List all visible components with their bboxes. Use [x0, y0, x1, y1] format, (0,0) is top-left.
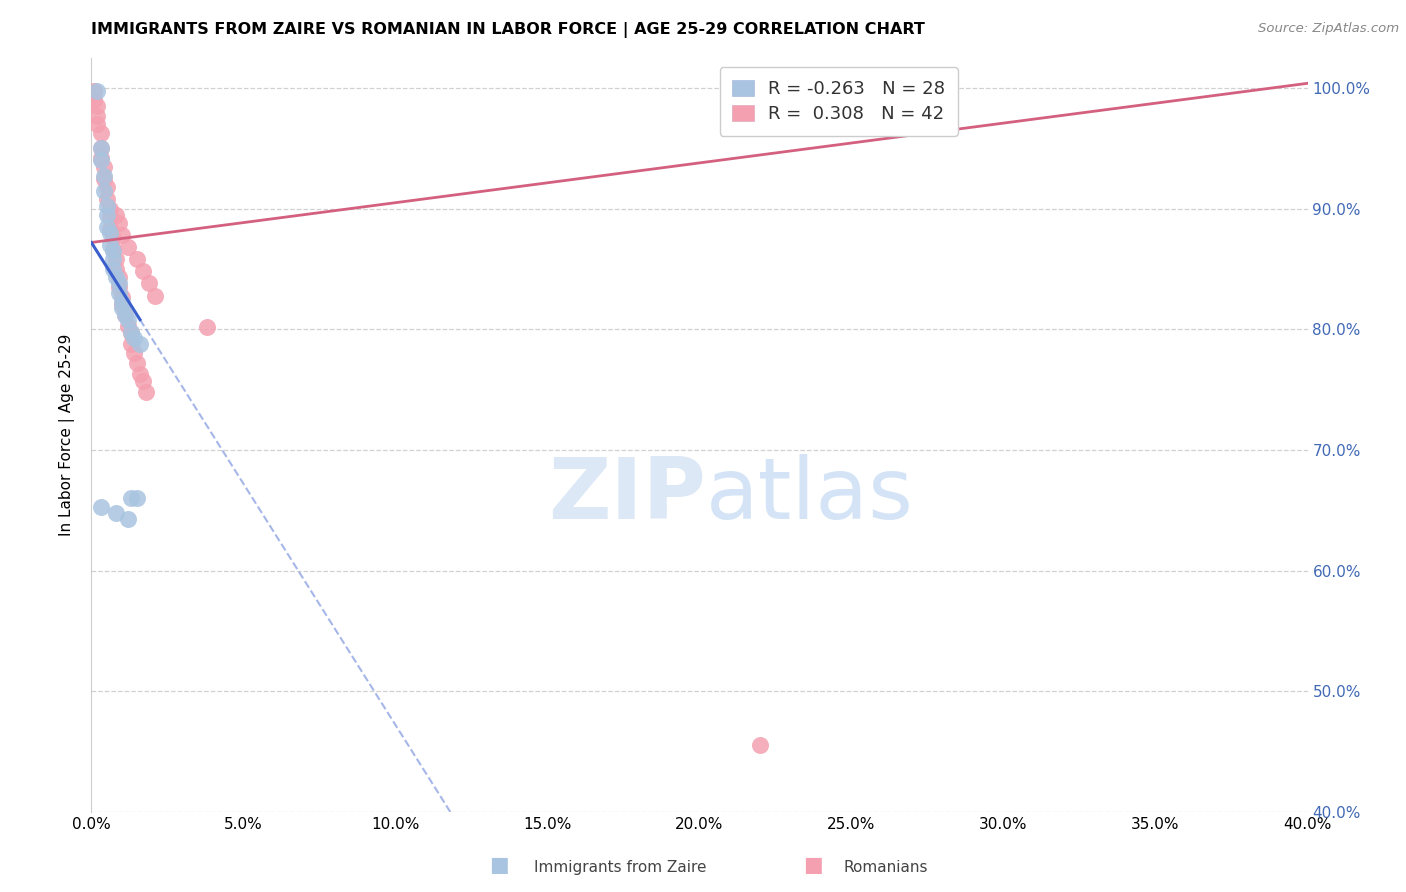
Text: Romanians: Romanians	[844, 860, 928, 874]
Point	[101, 242, 124, 256]
Point	[120, 336, 142, 351]
Point	[143, 288, 166, 302]
Point	[96, 219, 118, 234]
Point	[107, 277, 129, 291]
Point	[135, 385, 157, 400]
Point	[114, 308, 136, 322]
Point	[107, 216, 129, 230]
Text: ZIP: ZIP	[548, 454, 706, 537]
Text: Immigrants from Zaire: Immigrants from Zaire	[534, 860, 707, 874]
Point	[86, 109, 108, 123]
Point	[101, 230, 124, 244]
Point	[120, 491, 142, 505]
Point	[86, 84, 108, 98]
Point	[125, 252, 148, 267]
Point	[86, 99, 108, 113]
Y-axis label: In Labor Force | Age 25-29: In Labor Force | Age 25-29	[59, 334, 76, 536]
Point	[111, 301, 134, 315]
Point	[120, 325, 142, 339]
Point	[89, 500, 111, 514]
Point	[117, 318, 139, 333]
Point	[98, 202, 121, 216]
Point	[107, 280, 129, 294]
Point	[86, 117, 108, 131]
Point	[104, 208, 127, 222]
Point	[122, 346, 145, 360]
Point	[89, 141, 111, 155]
Point	[104, 262, 127, 277]
Text: atlas: atlas	[706, 454, 914, 537]
Text: ■: ■	[489, 855, 509, 875]
Point	[138, 277, 160, 291]
Point	[104, 506, 127, 520]
Point	[104, 270, 127, 285]
Point	[93, 169, 115, 183]
Point	[104, 252, 127, 267]
Point	[129, 336, 152, 351]
Legend: R = -0.263   N = 28, R =  0.308   N = 42: R = -0.263 N = 28, R = 0.308 N = 42	[720, 67, 957, 136]
Point	[83, 84, 105, 98]
Point	[132, 374, 155, 388]
Point	[93, 160, 115, 174]
Point	[111, 228, 134, 243]
Point	[101, 252, 124, 267]
Point	[749, 739, 772, 753]
Point	[195, 319, 218, 334]
Point	[89, 126, 111, 140]
Point	[96, 180, 118, 194]
Point	[101, 244, 124, 258]
Point	[111, 294, 134, 309]
Point	[122, 331, 145, 345]
Point	[96, 199, 118, 213]
Point	[98, 222, 121, 236]
Point	[120, 326, 142, 340]
Text: Source: ZipAtlas.com: Source: ZipAtlas.com	[1258, 22, 1399, 36]
Point	[125, 491, 148, 505]
Point	[89, 153, 111, 168]
Point	[89, 141, 111, 155]
Point	[117, 511, 139, 525]
Point	[114, 308, 136, 322]
Point	[96, 208, 118, 222]
Point	[98, 210, 121, 224]
Point	[89, 151, 111, 165]
Point	[132, 264, 155, 278]
Point	[101, 262, 124, 277]
Text: IMMIGRANTS FROM ZAIRE VS ROMANIAN IN LABOR FORCE | AGE 25-29 CORRELATION CHART: IMMIGRANTS FROM ZAIRE VS ROMANIAN IN LAB…	[91, 22, 925, 38]
Point	[111, 290, 134, 304]
Point	[107, 286, 129, 301]
Point	[125, 356, 148, 370]
Point	[129, 367, 152, 381]
Point	[93, 184, 115, 198]
Point	[83, 93, 105, 107]
Point	[117, 240, 139, 254]
Point	[98, 226, 121, 240]
Point	[107, 270, 129, 285]
Point	[98, 238, 121, 252]
Point	[96, 192, 118, 206]
Point	[111, 298, 134, 312]
Point	[93, 171, 115, 186]
Point	[117, 312, 139, 326]
Text: ■: ■	[803, 855, 823, 875]
